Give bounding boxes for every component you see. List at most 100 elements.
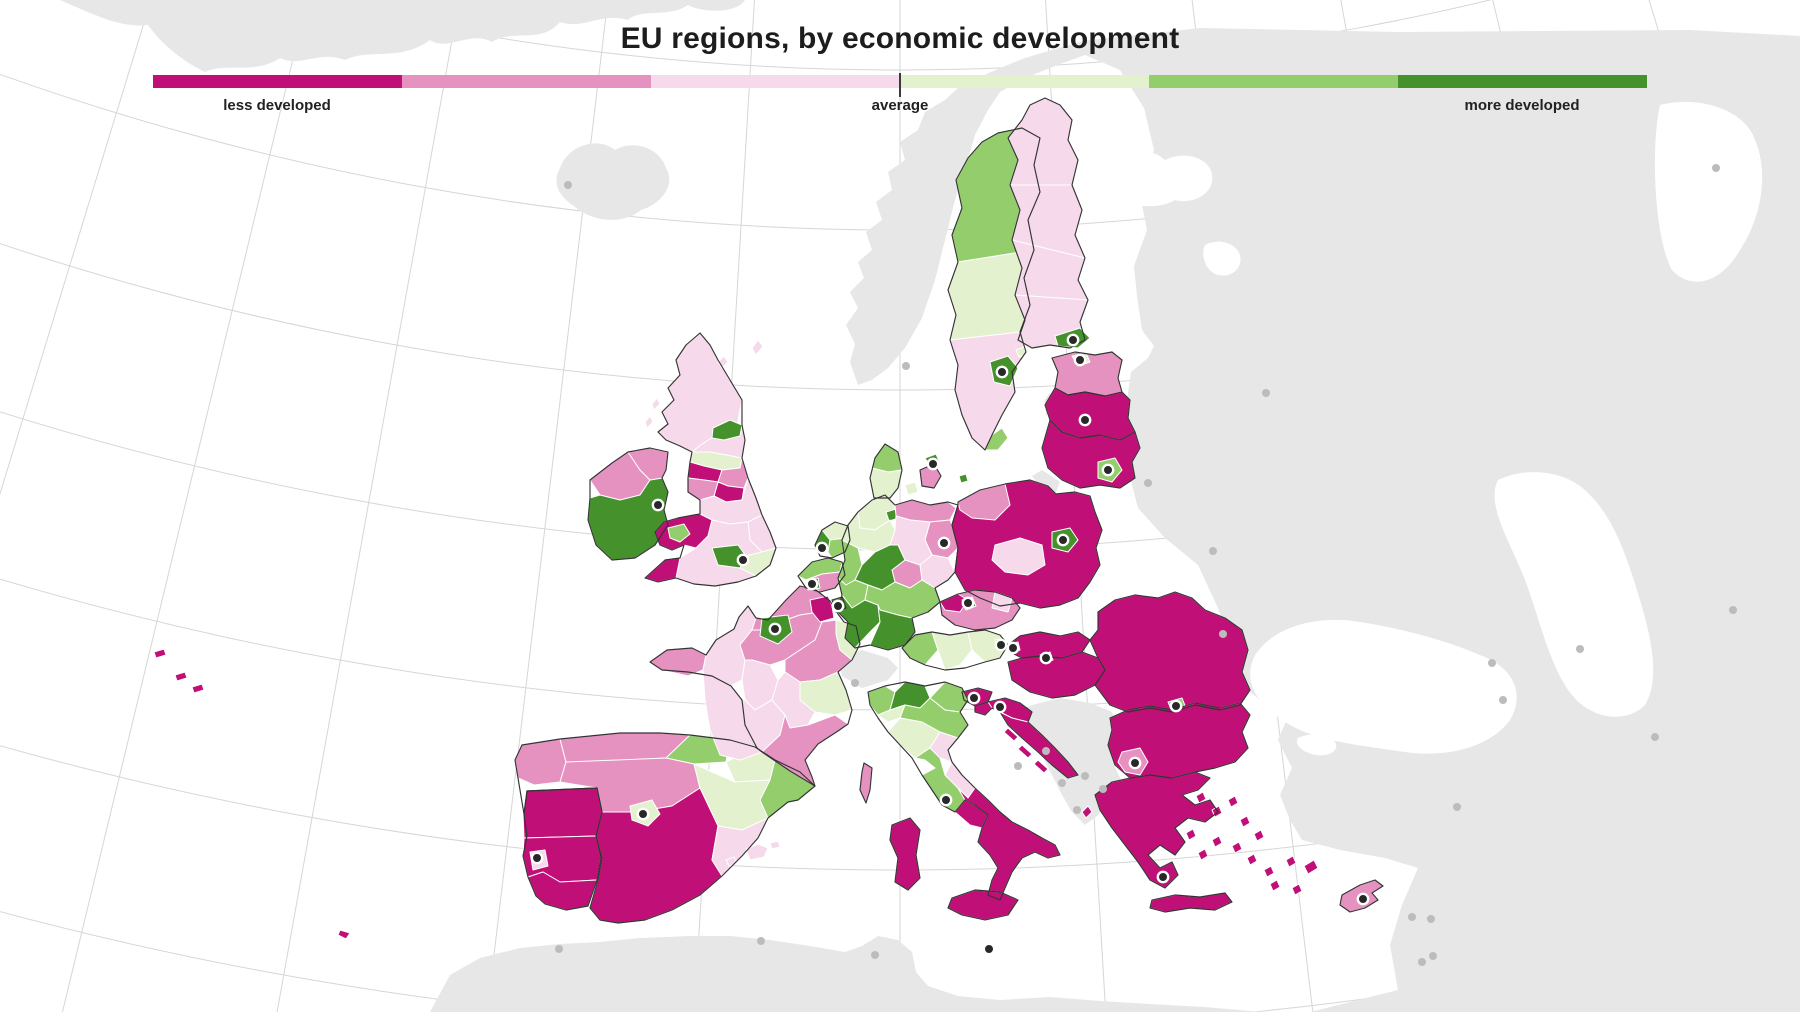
region-gr-aegean-13[interactable]	[1197, 848, 1209, 861]
region-es-menorca[interactable]	[769, 840, 781, 850]
city-dot-moscow-region	[1262, 389, 1270, 397]
border-netherlands	[814, 521, 851, 559]
region-hr-island-3[interactable]	[1033, 759, 1049, 774]
region-hr-island-1[interactable]	[1003, 727, 1019, 742]
sea-barents-inlet	[1654, 101, 1763, 282]
capital-marker-brussels	[805, 577, 819, 591]
region-gr-rhodes[interactable]	[1303, 859, 1319, 875]
region-pt-madeira[interactable]	[337, 929, 351, 940]
capital-marker-bucharest	[1169, 699, 1183, 713]
border-denmark	[869, 443, 903, 499]
region-gr-aegean-7[interactable]	[1211, 835, 1223, 848]
country-borders	[514, 97, 1384, 924]
region-gr-corfu[interactable]	[1081, 805, 1093, 819]
city-dot-podgorica	[1058, 779, 1066, 787]
city-dot-tirana	[1073, 806, 1081, 814]
region-uk-edinburgh[interactable]	[711, 419, 743, 441]
border-lithuania	[1041, 419, 1141, 489]
capital-marker-stockholm	[995, 365, 1009, 379]
border-sardinia	[889, 817, 921, 891]
region-es-galicia[interactable]	[514, 738, 567, 786]
city-dot-oslo	[902, 362, 910, 370]
capital-marker-tallinn	[1073, 353, 1087, 367]
capital-marker-sofia	[1128, 756, 1142, 770]
land-greenland-arctic	[60, 0, 745, 72]
border-finland	[1007, 97, 1089, 349]
region-gr-aegean-3[interactable]	[1227, 795, 1239, 808]
region-gr-aegean-6[interactable]	[1231, 841, 1243, 854]
city-dot-caucasus-5	[1729, 606, 1737, 614]
border-corsica	[859, 762, 873, 804]
region-uk-hebrides-2[interactable]	[644, 415, 654, 429]
capital-marker-bratislava	[1006, 641, 1020, 655]
region-gr-aegean-12[interactable]	[1269, 879, 1281, 892]
city-dot-kyiv	[1209, 547, 1217, 555]
region-gr-aegean-8[interactable]	[1246, 853, 1258, 866]
city-dot-amman	[1429, 952, 1437, 960]
region-gr-aegean-5[interactable]	[1253, 829, 1265, 842]
region-dk-bornholm[interactable]	[958, 473, 969, 484]
sea-lake-ladoga	[1203, 241, 1241, 276]
border-romania	[1089, 591, 1251, 713]
region-pl-west[interactable]	[991, 537, 1046, 576]
land-norway-russia-turkey-mass	[846, 28, 1800, 1012]
city-dot-chisinau	[1219, 630, 1227, 638]
region-gr-aegean-10[interactable]	[1285, 855, 1297, 868]
region-hr-island-2[interactable]	[1017, 744, 1033, 759]
region-gr-aegean-9[interactable]	[1263, 865, 1275, 878]
region-uk-hebrides-1[interactable]	[651, 397, 661, 411]
city-dot-skopje	[1099, 785, 1107, 793]
region-gr-aegean-1[interactable]	[1195, 791, 1207, 804]
city-dot-caucasus-2	[1499, 696, 1507, 704]
capital-marker-zagreb	[993, 700, 1007, 714]
city-dot-caucasus-1	[1488, 659, 1496, 667]
region-pt-north[interactable]	[522, 787, 603, 839]
city-dot-pristina	[1081, 772, 1089, 780]
city-dot-minsk	[1144, 479, 1152, 487]
sea-white-sea	[1105, 151, 1213, 207]
region-uk-shetland[interactable]	[751, 339, 764, 356]
capital-marker-prague	[961, 596, 975, 610]
city-dot-reykjavik	[564, 181, 572, 189]
city-dot-algiers	[757, 937, 765, 945]
capital-marker-budapest	[1039, 651, 1053, 665]
eu-capitals	[530, 333, 1370, 956]
capital-marker-london	[736, 553, 750, 567]
region-pt-azores-3[interactable]	[191, 683, 205, 694]
city-dot-jerusalem	[1418, 958, 1426, 966]
capital-marker-vienna	[994, 638, 1008, 652]
border-croatia	[974, 697, 1079, 779]
region-gr-aegean-11[interactable]	[1291, 883, 1303, 896]
capital-marker-lisbon	[530, 851, 544, 865]
capital-marker-copenhagen	[926, 457, 940, 471]
city-dot-beirut	[1408, 913, 1416, 921]
border-germany	[837, 494, 959, 651]
land-north-africa	[430, 936, 1262, 1012]
non-eu-cities	[555, 164, 1737, 966]
border-ireland-island	[587, 447, 669, 561]
region-es-mallorca[interactable]	[745, 843, 769, 861]
capital-marker-riga	[1078, 413, 1092, 427]
city-dot-tunis	[871, 951, 879, 959]
capital-marker-madrid	[636, 807, 650, 821]
region-fr-lorraine[interactable]	[809, 595, 835, 623]
capital-marker-luxembourg	[831, 599, 845, 613]
sea-sea-of-marmara	[1296, 734, 1337, 756]
region-gr-aegean-4[interactable]	[1239, 815, 1251, 828]
city-dot-ankara	[1453, 803, 1461, 811]
border-slovakia	[1007, 631, 1091, 659]
non-eu-land	[60, 0, 1800, 1012]
border-sweden	[947, 127, 1041, 451]
region-dk-funen[interactable]	[904, 481, 919, 496]
city-dot-bern	[851, 679, 859, 687]
region-uk-wales-green[interactable]	[667, 523, 691, 543]
capital-marker-athens	[1156, 870, 1170, 884]
city-dot-damascus	[1427, 915, 1435, 923]
region-gr-aegean-14[interactable]	[1185, 828, 1197, 841]
border-sicily	[947, 889, 1019, 921]
land-switzerland	[838, 650, 898, 688]
region-pt-azores-2[interactable]	[174, 671, 188, 682]
region-pt-azores-1[interactable]	[153, 648, 167, 659]
